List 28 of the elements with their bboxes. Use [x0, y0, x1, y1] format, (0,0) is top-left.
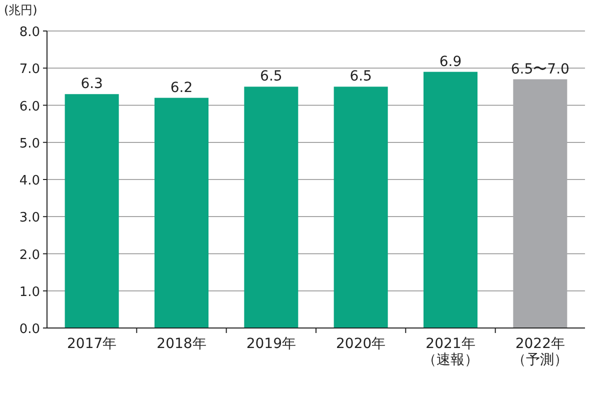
- bar: [334, 86, 388, 328]
- y-axis-title: (兆円): [4, 3, 38, 17]
- bar: [513, 79, 568, 328]
- bar: [424, 72, 478, 328]
- y-tick-label: 7.0: [19, 62, 40, 78]
- y-tick-label: 0.0: [19, 322, 40, 337]
- y-tick-label: 1.0: [19, 284, 40, 300]
- y-tick-label: 5.0: [19, 136, 40, 152]
- y-tick-label: 8.0: [19, 25, 40, 40]
- data-label: 6.5: [260, 68, 282, 85]
- x-tick-label: 2020年: [336, 336, 386, 352]
- annotation: 6.5〜7.0: [510, 61, 570, 78]
- data-label: 6.3: [80, 76, 103, 92]
- y-tick-label: 4.0: [19, 174, 40, 188]
- y-tick-label: 6.0: [19, 99, 40, 114]
- data-label: 6.5: [350, 68, 372, 85]
- x-tick-label: 2017年: [67, 336, 117, 352]
- bar: [244, 86, 298, 328]
- data-label: 6.2: [170, 80, 193, 96]
- x-tick-label: 2018年: [156, 336, 206, 352]
- data-label: 6.9: [439, 54, 462, 70]
- bar: [64, 94, 119, 328]
- y-tick-label: 3.0: [19, 210, 40, 226]
- y-tick-label: 2.0: [19, 248, 40, 263]
- x-tick-label: 2022年（予測）: [512, 336, 568, 368]
- x-tick-label: 2021年（速報）: [422, 336, 478, 368]
- x-tick-label: 2019年: [246, 336, 296, 352]
- bar: [154, 98, 208, 328]
